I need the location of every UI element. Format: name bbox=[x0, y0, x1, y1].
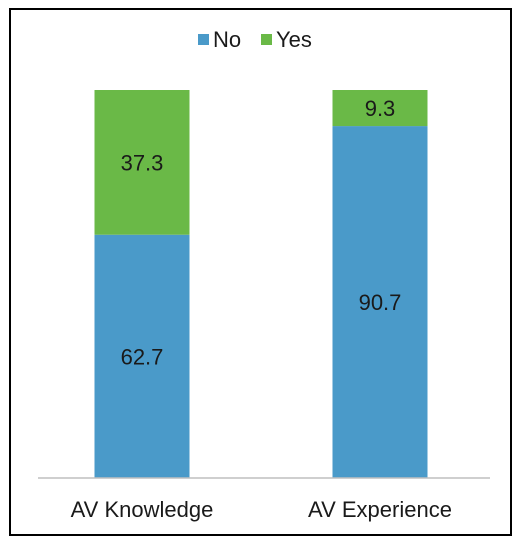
x-tick-labels-group: AV Knowledge AV Experience bbox=[71, 497, 452, 522]
legend-label-no: No bbox=[213, 27, 241, 52]
data-label-av-knowledge-yes: 37.3 bbox=[121, 150, 164, 175]
legend-swatch-no bbox=[198, 34, 209, 45]
x-tick-label-av-experience: AV Experience bbox=[308, 497, 452, 522]
data-label-av-knowledge-no: 62.7 bbox=[121, 344, 164, 369]
legend: No Yes bbox=[198, 27, 312, 52]
bar-av-experience-yes bbox=[332, 90, 428, 127]
data-label-av-experience-yes: 9.3 bbox=[365, 96, 396, 121]
bars-group bbox=[94, 90, 428, 479]
data-labels-group: 62.7 37.3 90.7 9.3 bbox=[121, 96, 402, 369]
legend-swatch-yes bbox=[261, 34, 272, 45]
bar-av-knowledge-no bbox=[94, 234, 190, 478]
bar-av-experience-no bbox=[332, 126, 428, 479]
x-tick-label-av-knowledge: AV Knowledge bbox=[71, 497, 214, 522]
legend-label-yes: Yes bbox=[276, 27, 312, 52]
data-label-av-experience-no: 90.7 bbox=[359, 290, 402, 315]
bar-av-knowledge-yes bbox=[94, 90, 190, 235]
chart-frame bbox=[9, 8, 512, 536]
